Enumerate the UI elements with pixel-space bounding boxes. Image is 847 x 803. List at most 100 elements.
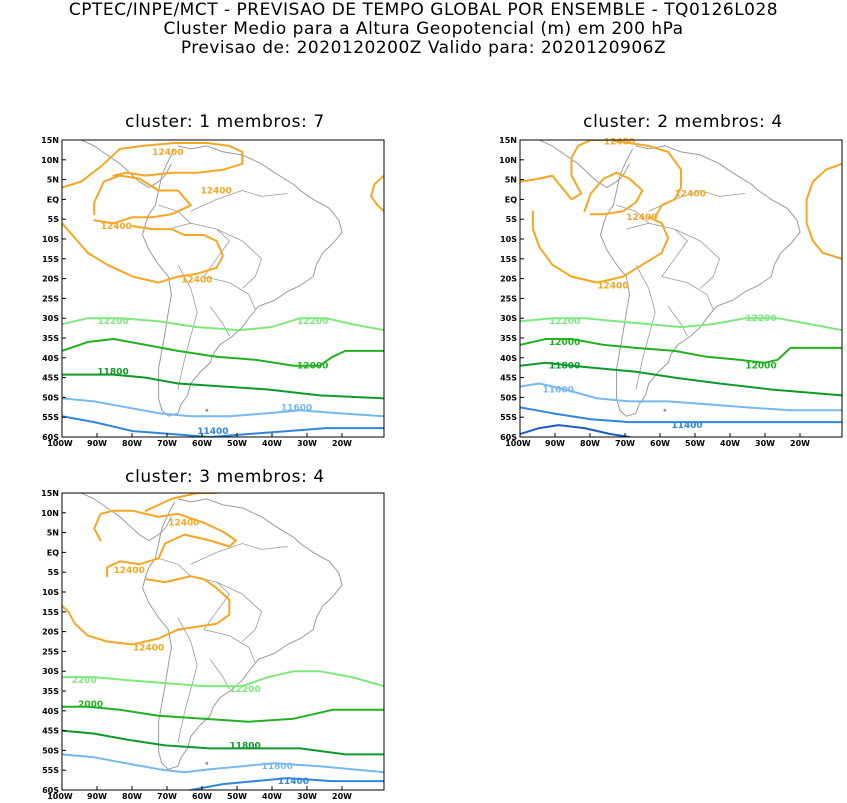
- contour-line: [93, 174, 192, 225]
- lon-tick-label: 60W: [192, 792, 212, 801]
- lat-tick-label: 10N: [41, 156, 59, 165]
- lon-tick-label: 90W: [87, 792, 107, 801]
- contour-label: 11400: [197, 427, 228, 437]
- central-america-coast: [539, 140, 630, 189]
- lat-tick-label: 20S: [42, 275, 59, 284]
- contour-line: [62, 222, 224, 284]
- subtitle: Cluster Medio para a Altura Geopotencial…: [163, 19, 684, 39]
- contour-line: [144, 493, 218, 512]
- lat-tick-label: 20S: [42, 628, 59, 637]
- lat-tick-label: 60S: [42, 786, 59, 795]
- lat-tick-label: 50S: [500, 393, 517, 402]
- lat-tick-label: 35S: [500, 334, 517, 343]
- contour-label: 2000: [78, 700, 103, 710]
- lat-tick-label: 55S: [500, 413, 517, 422]
- lat-tick-label: 5N: [505, 176, 517, 185]
- contour-label: 12400: [133, 643, 164, 653]
- country-border: [158, 557, 192, 577]
- contour-label: 12400: [597, 282, 628, 292]
- contour-label: 12000: [549, 338, 580, 348]
- contour-line: [805, 162, 842, 260]
- lon-tick-label: 50W: [685, 439, 705, 448]
- lat-tick-label: 40S: [42, 707, 59, 716]
- coastline: [141, 498, 343, 770]
- lat-tick-label: 10N: [499, 156, 517, 165]
- lat-tick-label: 10S: [500, 235, 517, 244]
- contour-line: [520, 361, 842, 397]
- country-border: [216, 581, 263, 642]
- contour-line: [531, 210, 670, 284]
- country-border: [203, 629, 256, 663]
- contour-line: [520, 382, 842, 412]
- lat-tick-label: 50S: [42, 393, 59, 402]
- contour-label: 12400: [181, 276, 212, 286]
- cluster-3-map: 12400 12400 12400 2200 12200 2000 11800 11800 11…: [41, 489, 385, 801]
- country-border: [674, 228, 721, 289]
- contour-line: [520, 140, 682, 219]
- lat-tick-label: 60S: [500, 433, 517, 442]
- country-border: [177, 264, 198, 390]
- lat-tick-label: 5S: [506, 215, 518, 224]
- lat-tick-label: 30S: [500, 314, 517, 323]
- lon-tick-label: 90W: [545, 439, 565, 448]
- main-title: CPTEC/INPE/MCT - PREVISAO DE TEMPO GLOBA…: [68, 0, 779, 20]
- lat-tick-label: 35S: [42, 687, 59, 696]
- lon-tick-label: 20W: [332, 439, 352, 448]
- contour-line: [520, 424, 631, 437]
- contour-label: 12400: [101, 222, 132, 232]
- country-border: [626, 222, 688, 277]
- lon-tick-label: 100W: [47, 439, 73, 448]
- lat-tick-label: 15N: [41, 489, 59, 498]
- lon-tick-label: 20W: [790, 439, 810, 448]
- lat-tick-label: 55S: [42, 413, 59, 422]
- lon-tick-label: 70W: [157, 792, 177, 801]
- contour-label: 11400: [278, 777, 309, 787]
- lat-tick-label: 35S: [42, 334, 59, 343]
- country-border: [661, 276, 714, 310]
- lat-tick-label: EQ: [47, 195, 59, 204]
- lat-tick-label: 30S: [42, 314, 59, 323]
- lat-tick-label: 15N: [41, 136, 59, 145]
- lon-tick-label: 70W: [615, 439, 635, 448]
- lon-tick-label: 100W: [505, 439, 531, 448]
- map-frame: [519, 139, 843, 438]
- contour-line: [520, 406, 842, 424]
- central-america-coast: [81, 493, 172, 542]
- lat-tick-label: 10S: [42, 588, 59, 597]
- contour-label: 12400: [604, 137, 635, 147]
- contour-line: [62, 142, 244, 189]
- contour-line: [62, 415, 384, 437]
- contour-label: 12200: [297, 317, 328, 327]
- contour-label: 12400: [168, 519, 199, 529]
- lat-tick-label: 40S: [42, 354, 59, 363]
- panel-title: cluster: 3 membros: 4: [125, 467, 325, 487]
- lat-tick-label: 45S: [42, 374, 59, 383]
- map-frame: [61, 139, 385, 438]
- lat-tick-label: 5S: [48, 215, 60, 224]
- contour-label: 11600: [281, 403, 312, 413]
- country-border: [177, 617, 198, 743]
- lat-tick-label: 45S: [500, 374, 517, 383]
- contour-line: [62, 729, 384, 756]
- lat-tick-label: 45S: [42, 727, 59, 736]
- contour-label: 12200: [745, 314, 776, 324]
- contour-label: 11400: [671, 421, 702, 431]
- lat-tick-label: 40S: [500, 354, 517, 363]
- contour-line: [62, 397, 384, 418]
- lon-tick-label: 50W: [227, 792, 247, 801]
- lat-tick-label: 55S: [42, 766, 59, 775]
- contour-line: [93, 509, 237, 578]
- lon-tick-label: 30W: [755, 439, 775, 448]
- lon-tick-label: 40W: [262, 439, 282, 448]
- lon-tick-label: 100W: [47, 792, 73, 801]
- cluster-1-map: 12400 12400 12400 12400 12200 12200 12000 11800…: [41, 136, 385, 448]
- contour-label: 11800: [97, 368, 128, 378]
- contour-label: 12400: [114, 566, 145, 576]
- lat-tick-label: 25S: [500, 294, 517, 303]
- cluster-2-map: 12400 12400 12400 12400 12200 12200 12000 12000…: [499, 136, 843, 448]
- contour-label: 12400: [152, 148, 183, 158]
- country-border: [635, 264, 656, 390]
- contour-line: [62, 317, 384, 332]
- contour-line: [62, 373, 384, 400]
- country-border: [190, 543, 288, 565]
